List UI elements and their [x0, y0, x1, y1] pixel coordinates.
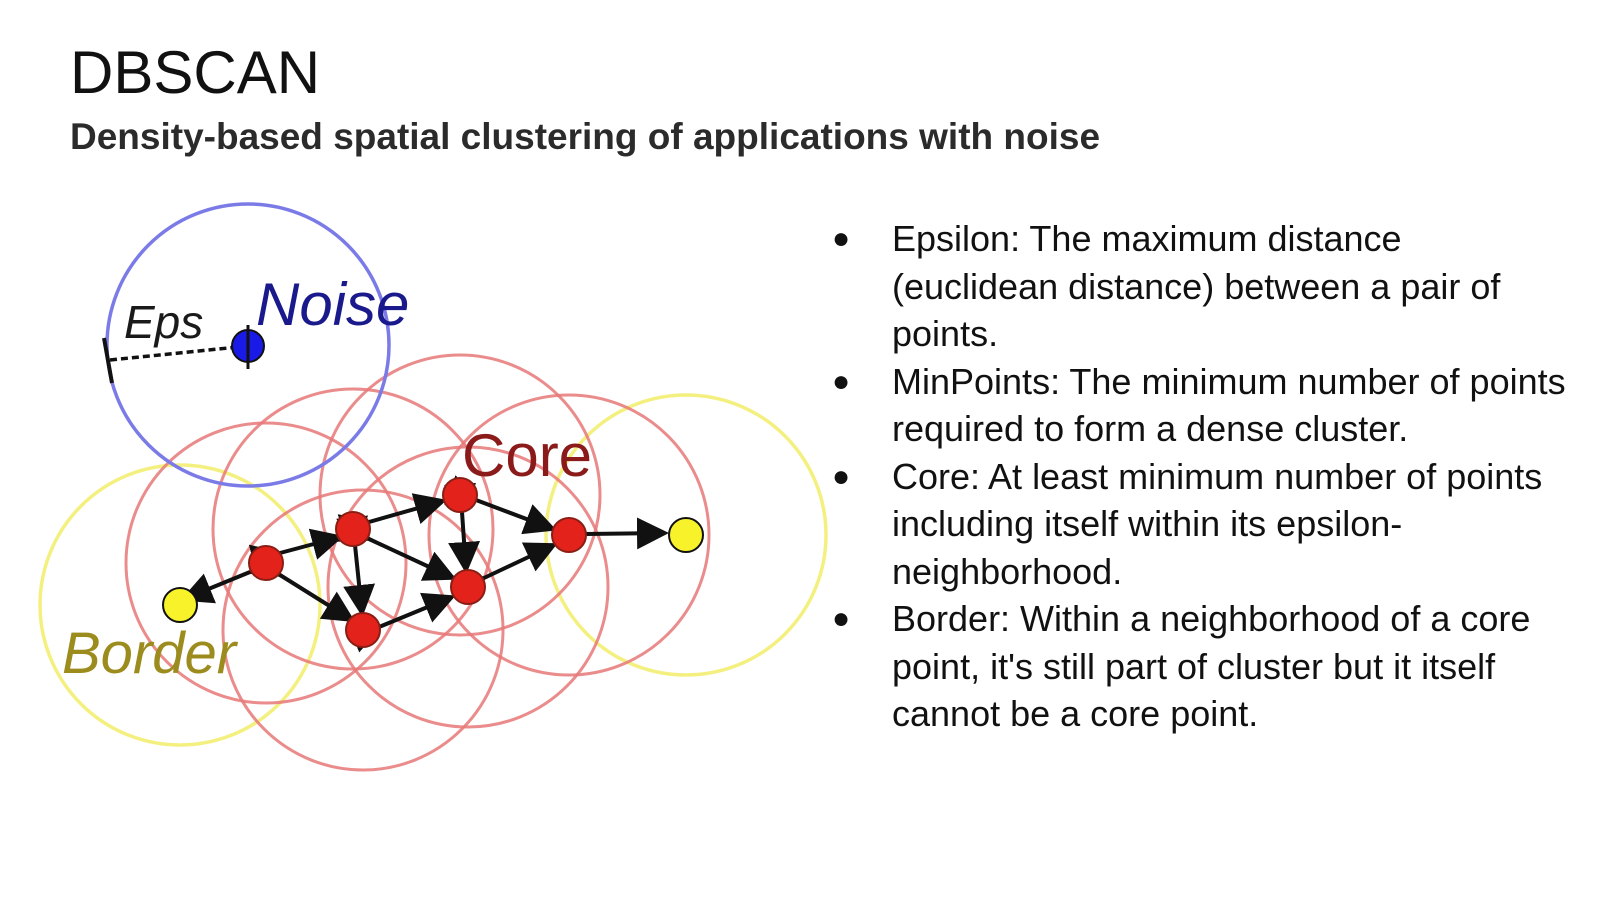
core-point [551, 517, 587, 553]
arrow [336, 515, 376, 617]
core-point [450, 569, 486, 605]
list-item-text: Core: At least minimum number of points … [892, 455, 1543, 592]
core-point [335, 511, 371, 547]
arrow [444, 475, 557, 535]
bullet-icon: ● [832, 364, 851, 398]
core-label: Core [462, 422, 592, 489]
list-item-minpoints: ● MinPoints: The minimum number of point… [832, 358, 1572, 453]
list-item-text: Border: Within a neighborhood of a core … [892, 598, 1531, 734]
eps-radius-line [109, 344, 249, 362]
core-point [345, 612, 381, 648]
core-neighborhood-circle [221, 488, 505, 772]
core-point [442, 477, 478, 513]
slide-subtitle: Density-based spatial clustering of appl… [70, 116, 1101, 157]
definition-list: ● Epsilon: The maximum distance (euclide… [832, 215, 1572, 738]
list-item-border: ● Border: Within a neighborhood of a cor… [832, 595, 1572, 738]
border-point [162, 587, 198, 623]
arrow [444, 482, 481, 574]
arrow [336, 512, 457, 581]
bullet-icon: ● [832, 602, 851, 635]
arrow [247, 546, 356, 623]
border-point [668, 517, 704, 553]
border-label: Border [62, 621, 239, 686]
dbscan-diagram: Eps Noise Core Border [38, 202, 828, 772]
bullet-icon: ● [832, 459, 851, 493]
slide-title: DBSCAN [70, 39, 321, 106]
arrow [451, 542, 558, 605]
list-item-core: ● Core: At least minimum number of point… [832, 453, 1572, 596]
list-item-epsilon: ● Epsilon: The maximum distance (euclide… [832, 215, 1572, 358]
noise-label: Noise [256, 271, 409, 338]
eps-label: Eps [124, 296, 203, 348]
list-item-text: Epsilon: The maximum distance (euclidean… [892, 218, 1501, 354]
border-neighborhood-circle-right [544, 393, 828, 677]
core-point [248, 545, 284, 581]
eps-radius-tick [102, 337, 114, 384]
list-item-text: MinPoints: The minimum number of points … [892, 360, 1566, 450]
arrow [585, 517, 669, 550]
arrow [347, 592, 456, 653]
arrow [180, 570, 251, 604]
density-reachability-arrows [180, 475, 669, 653]
bullet-icon: ● [832, 222, 851, 255]
core-neighborhood-circle [318, 353, 602, 637]
